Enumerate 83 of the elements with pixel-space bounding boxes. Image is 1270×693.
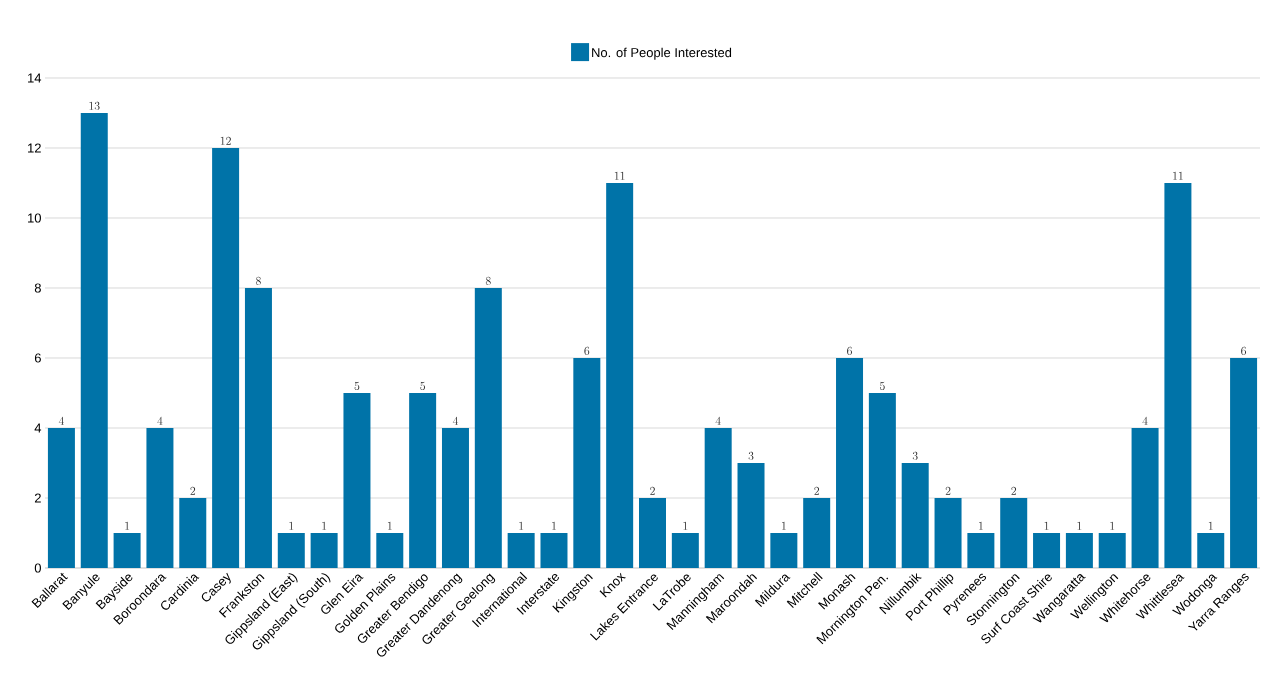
bar <box>606 183 634 568</box>
bar <box>1000 498 1028 568</box>
data-label: 1 <box>552 521 556 530</box>
bar <box>80 113 108 568</box>
bar <box>639 498 666 568</box>
bar <box>146 428 174 568</box>
bar <box>507 533 535 568</box>
bar <box>540 533 568 568</box>
data-label: 2 <box>945 486 951 495</box>
data-label: 1 <box>322 521 327 530</box>
data-label: 1 <box>683 521 688 530</box>
data-label: 1 <box>519 521 524 530</box>
bar <box>277 533 305 568</box>
data-label: 1 <box>1044 521 1049 530</box>
data-label: 6 <box>1241 346 1247 356</box>
bar <box>343 393 371 568</box>
bar <box>474 288 502 568</box>
y-tick-label: 2 <box>34 493 41 503</box>
data-label: 4 <box>452 416 459 425</box>
data-label: 1 <box>387 521 392 530</box>
data-label: 1 <box>289 521 294 530</box>
data-label: 1 <box>979 521 983 530</box>
bar <box>244 288 272 568</box>
data-label: 5 <box>420 381 425 391</box>
data-label: 2 <box>190 486 196 495</box>
data-label: 1 <box>1110 521 1115 530</box>
legend-label: No. of People Interested <box>592 47 732 60</box>
data-label: 1 <box>1077 521 1082 530</box>
data-label: 1 <box>1208 521 1213 530</box>
y-tick-label: 12 <box>28 143 41 153</box>
bar <box>441 428 469 568</box>
data-label: 2 <box>814 486 820 495</box>
bar <box>671 533 699 568</box>
bar <box>803 498 831 568</box>
y-tick-label: 8 <box>34 283 41 293</box>
data-label: 8 <box>256 276 261 286</box>
data-label: 12 <box>220 136 231 145</box>
bar <box>901 463 929 568</box>
y-tick-label: 14 <box>28 73 42 83</box>
data-label: 5 <box>354 381 360 391</box>
bar <box>1197 533 1225 568</box>
data-label: 11 <box>1173 171 1183 180</box>
data-label: 2 <box>1011 486 1017 495</box>
data-label: 11 <box>614 171 625 180</box>
bar <box>737 463 765 568</box>
bar <box>1131 428 1159 568</box>
bar <box>376 533 404 568</box>
bar <box>179 498 207 568</box>
data-label: 4 <box>1142 416 1148 425</box>
bar <box>1033 533 1061 568</box>
bar <box>573 358 601 568</box>
data-label: 3 <box>912 451 918 461</box>
y-tick-label: 0 <box>34 563 41 573</box>
bar <box>934 498 962 568</box>
data-label: 4 <box>715 416 721 425</box>
data-label: 2 <box>650 486 655 495</box>
bar <box>47 428 75 568</box>
data-label: 4 <box>58 416 65 425</box>
bar <box>310 533 338 568</box>
y-tick-label: 4 <box>34 423 42 433</box>
bar <box>212 148 240 568</box>
bar <box>409 393 437 568</box>
data-label: 4 <box>157 416 163 425</box>
data-label: 1 <box>125 521 130 530</box>
bar <box>1164 183 1192 568</box>
bar <box>1065 533 1093 568</box>
bar <box>1230 358 1258 568</box>
y-tick-label: 10 <box>28 213 41 223</box>
data-label: 6 <box>847 346 852 356</box>
bar <box>868 393 896 568</box>
data-label: 5 <box>880 381 885 391</box>
bar <box>1098 533 1126 568</box>
data-label: 13 <box>89 101 100 111</box>
bar <box>967 533 995 568</box>
bar <box>770 533 798 568</box>
bar <box>704 428 732 568</box>
data-label: 3 <box>748 451 754 461</box>
bar <box>836 358 864 568</box>
data-label: 6 <box>584 346 590 356</box>
data-label: 8 <box>485 276 491 286</box>
y-tick-label: 6 <box>34 353 41 363</box>
data-label: 1 <box>782 521 786 530</box>
bar <box>113 533 141 568</box>
